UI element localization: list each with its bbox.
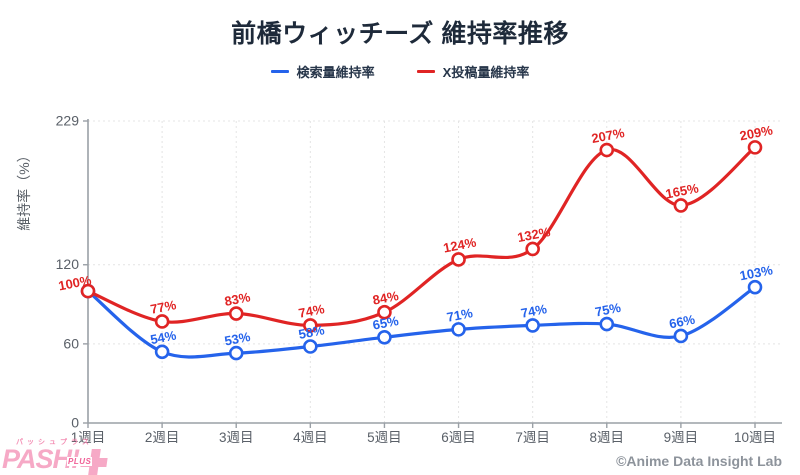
x-tick-label: 4週目 [293,430,328,445]
x-tick-label: 5週目 [367,430,402,445]
x-tick-label: 1週目 [71,430,106,445]
x-tick-label: 3週目 [219,430,254,445]
series-line-search [86,285,757,359]
data-point-label-xposts: 83% [223,289,252,309]
data-point-marker-xposts [303,318,318,333]
data-point-marker-search [154,344,170,360]
series-line-xposts [86,145,757,328]
x-tick-label: 6週目 [441,430,476,445]
data-point-marker-search [303,339,318,354]
data-point-marker-xposts [451,252,466,267]
data-point-label-xposts: 100% [57,272,93,293]
data-point-marker-search [525,318,540,333]
data-point-label-xposts: 84% [371,288,400,308]
data-point-marker-xposts [377,304,392,320]
pash-logo-kana-text: パッシュプラス [16,439,93,446]
copyright-credit: ©Anime Data Insight Lab [616,453,782,469]
data-point-marker-search [747,279,763,295]
legend-dash-blue-icon [270,70,289,73]
data-point-label-search: 103% [738,262,774,283]
legend-item-search[interactable]: 検索量維持率 [270,62,375,81]
data-point-marker-search [673,328,689,344]
data-point-label-search: 54% [149,327,178,347]
data-point-label-xposts: 77% [149,297,178,317]
data-point-marker-xposts [228,306,244,321]
y-tick-label: 60 [63,335,79,351]
legend-dash-red-icon [416,70,435,73]
x-tick-label: 2週目 [145,430,180,445]
data-point-marker-xposts [673,198,689,213]
chart-legend: 検索量維持率 X投稿量維持率 [0,62,800,81]
data-point-marker-xposts [525,241,540,257]
data-point-label-xposts: 124% [442,234,478,255]
pash-logo-wordmark: PASH! [2,444,80,474]
data-point-marker-search [228,345,244,361]
data-point-label-xposts: 132% [516,224,552,245]
data-point-marker-xposts [80,283,96,299]
y-tick-label: 0 [71,415,79,431]
data-point-marker-search [377,329,392,345]
data-point-marker-search [599,316,615,332]
x-tick-label: 8週目 [590,430,625,445]
data-point-marker-xposts [747,140,763,155]
data-point-label-search: 65% [371,313,400,333]
data-point-label-xposts: 207% [590,125,626,146]
y-tick-label: 120 [56,256,80,272]
data-point-label-search: 71% [445,305,474,325]
x-tick-label: 9週目 [664,430,699,445]
data-point-label-search: 58% [297,322,326,342]
data-point-marker-search [451,322,466,337]
data-point-label-xposts: 74% [297,301,326,321]
page-title: 前橋ウィッチーズ 維持率推移 [231,20,569,48]
data-point-label-xposts: 209% [738,122,774,143]
data-point-label-search: 53% [223,329,252,349]
pash-plus-logo: パッシュプラス PASH! PLUS [2,437,112,475]
y-tick-label: 229 [56,113,80,129]
pash-plus-label: PLUS [67,457,93,466]
legend-label-search: 検索量維持率 [296,65,375,80]
data-point-label-xposts: 165% [664,180,700,201]
legend-item-xposts[interactable]: X投稿量維持率 [416,62,530,81]
data-point-marker-xposts [599,142,615,158]
data-point-marker-xposts [154,314,170,329]
x-tick-label: 7週目 [515,430,550,445]
x-tick-label: 10週目 [734,430,776,445]
data-point-label-search: 75% [594,300,623,320]
data-point-label-search: 74% [520,301,549,321]
legend-label-xposts: X投稿量維持率 [442,65,530,80]
pash-plus-icon: PLUS [67,449,108,475]
data-point-label-search: 66% [668,312,697,332]
